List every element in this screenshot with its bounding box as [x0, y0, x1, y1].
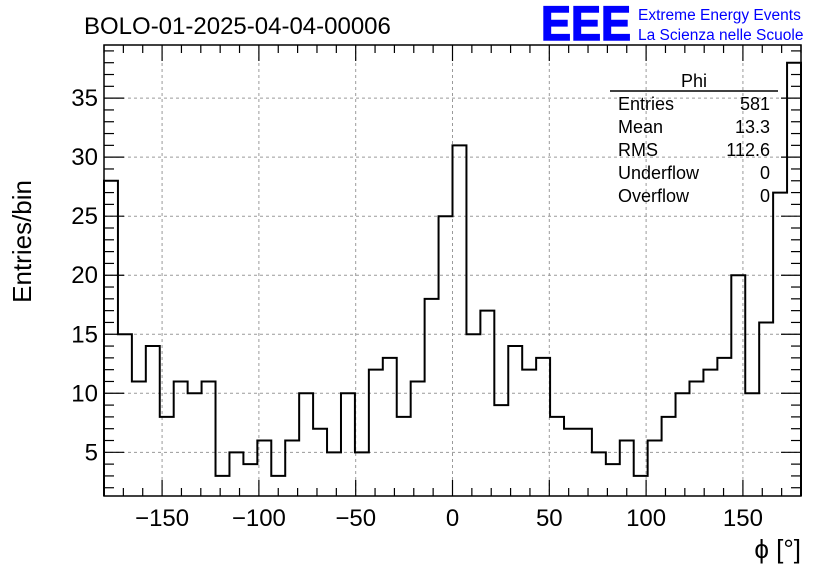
histogram-bin [480, 311, 494, 496]
histogram-bin [592, 452, 606, 496]
stats-box: Phi Entries 581 Mean 13.3 RMS 112.6 Underflow 0… [610, 71, 778, 206]
histogram-bin [453, 145, 467, 496]
histogram-bin [174, 381, 188, 496]
histogram-bin [383, 358, 397, 496]
histogram-bin [745, 393, 759, 496]
histogram-bin [285, 441, 299, 496]
histogram-bin [522, 370, 536, 496]
x-tick-label: 0 [446, 505, 459, 532]
histogram-bin [188, 393, 202, 496]
histogram-bin [299, 393, 313, 496]
histogram-bin [662, 417, 676, 496]
histogram-outline [103, 61, 802, 496]
y-tick-label: 10 [71, 380, 98, 407]
x-tick-label: −100 [232, 505, 286, 532]
histogram-bin [717, 358, 731, 496]
histogram-bin [146, 346, 160, 496]
eee-logo: EEE Extreme Energy Events La Scienza nel… [540, 0, 803, 52]
stats-box-title: Phi [681, 71, 707, 91]
histogram-bin [731, 275, 745, 496]
histogram-bin [425, 299, 439, 496]
histogram-bars [103, 61, 802, 496]
y-tick-label: 15 [71, 321, 98, 348]
stats-value: 112.6 [726, 140, 770, 160]
stats-value: 0 [760, 163, 770, 183]
histogram-bin [369, 370, 383, 496]
histogram-bin [229, 452, 243, 496]
histogram-bin [313, 429, 327, 496]
histogram-bin [550, 417, 564, 496]
x-tick-label: 50 [536, 505, 563, 532]
stats-value: 581 [740, 94, 770, 114]
histogram-bin [676, 393, 690, 496]
stats-label: RMS [618, 140, 658, 160]
y-tick-label: 35 [71, 85, 98, 112]
stats-box-rows: Entries 581 Mean 13.3 RMS 112.6 Underflow 0 Over… [618, 94, 770, 206]
x-tick-label: −50 [335, 505, 376, 532]
histogram-bin [132, 381, 146, 496]
x-tick-labels: −150 −100 −50 0 50 100 150 [135, 505, 763, 532]
histogram-bin [202, 381, 216, 496]
x-tick-label: 150 [723, 505, 763, 532]
histogram-bin [759, 322, 773, 496]
histogram-bin [341, 393, 355, 496]
stats-label: Underflow [618, 163, 700, 183]
histogram-bin [216, 476, 230, 496]
grid-lines [104, 45, 801, 496]
y-tick-label: 30 [71, 144, 98, 171]
histogram-bin [466, 334, 480, 496]
y-tick-label: 5 [85, 439, 98, 466]
y-tick-labels: 5 10 15 20 25 30 35 [71, 85, 98, 466]
histogram-bin [703, 370, 717, 496]
stats-label: Entries [618, 94, 674, 114]
histogram-bin [243, 464, 257, 496]
histogram-bin [689, 381, 703, 496]
x-tick-label: 100 [626, 505, 666, 532]
histogram-bin [411, 381, 425, 496]
logo-line-1: Extreme Energy Events [638, 7, 801, 24]
stats-value: 13.3 [735, 117, 770, 137]
histogram-bin [773, 193, 787, 496]
histogram-bin [355, 452, 369, 496]
stats-label: Mean [618, 117, 663, 137]
histogram-bin [508, 346, 522, 496]
chart-title: BOLO-01-2025-04-04-00006 [84, 13, 391, 40]
axis-ticks [103, 45, 802, 496]
logo-letters: EEE [541, 0, 631, 51]
histogram-bin [397, 417, 411, 496]
y-tick-label: 20 [71, 262, 98, 289]
stats-value: 0 [760, 186, 770, 206]
histogram-bin [327, 452, 341, 496]
logo-line-2: La Scienza nelle Scuole [638, 27, 803, 44]
x-axis-label: ϕ [°] [754, 534, 801, 564]
histogram-bin [439, 216, 453, 496]
histogram-bin [648, 441, 662, 496]
histogram-bin [494, 405, 508, 496]
y-axis-label: Entries/bin [7, 180, 37, 303]
stats-label: Overflow [618, 186, 690, 206]
histogram-bin [578, 429, 592, 496]
histogram-bin [118, 334, 132, 496]
histogram-bin [787, 63, 801, 496]
x-tick-label: −150 [135, 505, 189, 532]
y-tick-label: 25 [71, 203, 98, 230]
histogram-bin [536, 358, 550, 496]
histogram-bin [620, 441, 634, 496]
histogram-bin [564, 429, 578, 496]
